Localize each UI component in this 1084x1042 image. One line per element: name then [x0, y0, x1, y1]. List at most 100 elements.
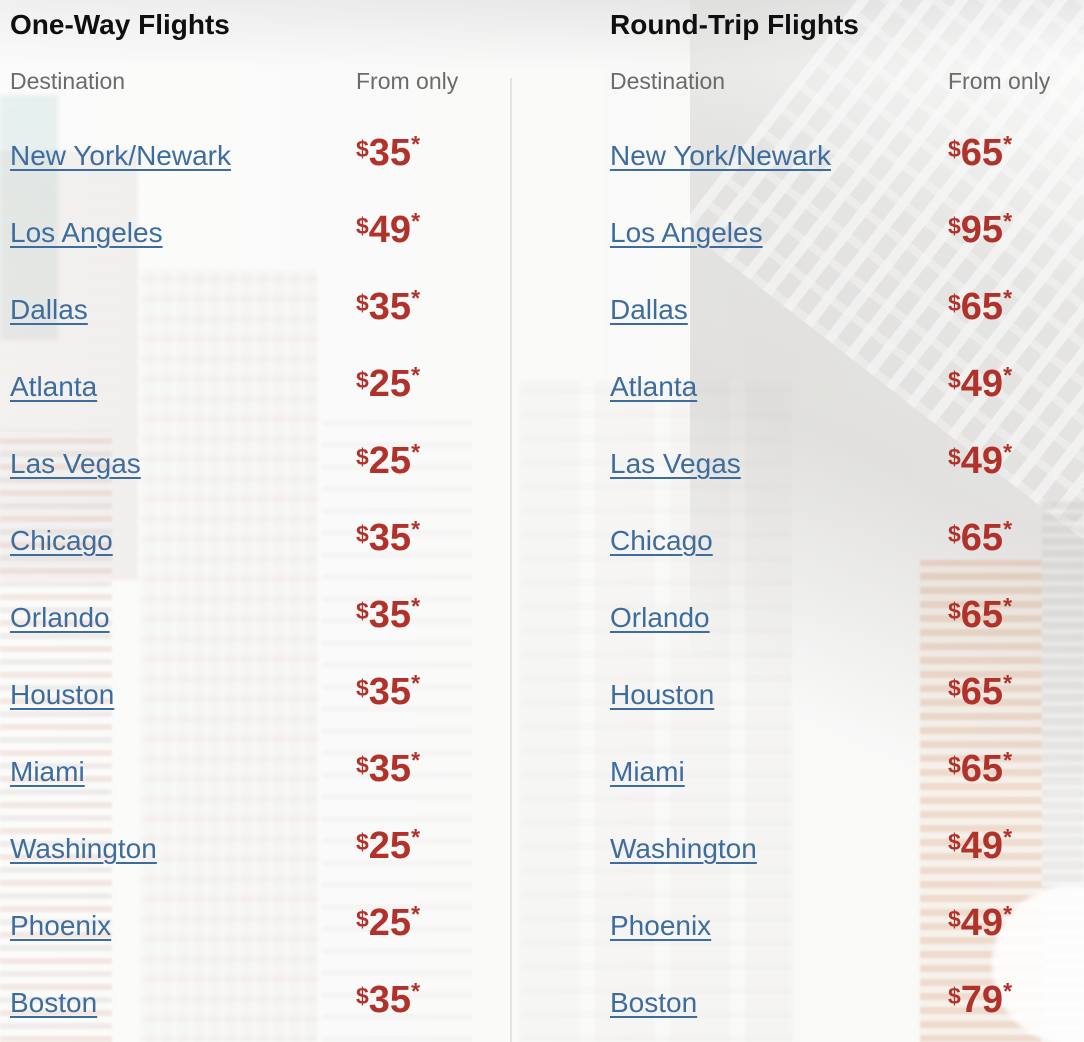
destination-link[interactable]: Las Vegas: [610, 448, 741, 479]
dollar-sign: $: [356, 675, 369, 701]
fare-row: Houston $35*: [10, 660, 466, 737]
price-asterisk: *: [411, 901, 421, 927]
column-divider: [510, 78, 512, 1042]
dollar-sign: $: [948, 136, 961, 162]
destination-cell: Miami: [610, 757, 948, 787]
price-column-header: From only: [948, 68, 1051, 94]
destination-link[interactable]: Orlando: [10, 602, 110, 633]
destination-cell: Atlanta: [10, 372, 356, 402]
fare-rows: New York/Newark $35* Los Angeles $49* Da…: [10, 121, 466, 1042]
fare-row: Chicago $65*: [610, 506, 1072, 583]
price-asterisk: *: [411, 208, 421, 234]
destination-link[interactable]: Phoenix: [10, 910, 112, 941]
price-asterisk: *: [411, 670, 421, 696]
fare-row: Phoenix $49*: [610, 891, 1072, 968]
dollar-sign: $: [948, 752, 961, 778]
destination-link[interactable]: Chicago: [10, 525, 113, 556]
destination-link[interactable]: Chicago: [610, 525, 713, 556]
destination-link[interactable]: Atlanta: [610, 371, 698, 402]
price-amount: 35: [368, 517, 412, 559]
destination-link[interactable]: Orlando: [610, 602, 710, 633]
destination-link[interactable]: Las Vegas: [10, 448, 141, 479]
column-headers: Destination From only: [10, 68, 466, 94]
price-asterisk: *: [1003, 901, 1013, 927]
price-asterisk: *: [1003, 516, 1013, 542]
price-amount: 25: [368, 440, 412, 482]
destination-cell: Phoenix: [610, 911, 948, 941]
destination-link[interactable]: Houston: [10, 679, 115, 710]
dollar-sign: $: [356, 213, 369, 239]
dollar-sign: $: [356, 290, 369, 316]
fare-row: Dallas $35*: [10, 275, 466, 352]
price-asterisk: *: [1003, 978, 1013, 1004]
destination-link[interactable]: Washington: [10, 833, 157, 864]
destination-link[interactable]: Boston: [610, 987, 698, 1018]
destination-link[interactable]: Dallas: [10, 294, 88, 325]
fare-price: $25*: [356, 899, 466, 942]
price-amount: 65: [960, 594, 1004, 636]
fare-price: $35*: [356, 283, 466, 326]
fare-row: Washington $25*: [10, 814, 466, 891]
destination-link[interactable]: Miami: [610, 756, 685, 787]
fare-price: $35*: [356, 591, 466, 634]
dollar-sign: $: [356, 752, 369, 778]
fare-price: $49*: [356, 206, 466, 249]
destination-cell: Boston: [610, 988, 948, 1018]
price-amount: 25: [368, 363, 412, 405]
price-asterisk: *: [1003, 208, 1013, 234]
price-asterisk: *: [1003, 824, 1013, 850]
destination-cell: Dallas: [10, 295, 356, 325]
price-amount: 65: [960, 517, 1004, 559]
column-headers: Destination From only: [610, 68, 1072, 94]
price-amount: 65: [960, 132, 1004, 174]
destination-cell: Los Angeles: [10, 218, 356, 248]
destination-link[interactable]: Washington: [610, 833, 757, 864]
price-asterisk: *: [411, 978, 421, 1004]
destination-link[interactable]: Houston: [610, 679, 715, 710]
destination-link[interactable]: New York/Newark: [610, 140, 831, 171]
fare-row: Atlanta $49*: [610, 352, 1072, 429]
fare-price: $35*: [356, 745, 466, 788]
destination-column-header: Destination: [10, 68, 126, 94]
price-asterisk: *: [411, 362, 421, 388]
dollar-sign: $: [356, 983, 369, 1009]
price-amount: 49: [960, 440, 1004, 482]
destination-link[interactable]: Boston: [10, 987, 98, 1018]
destination-cell: Phoenix: [10, 911, 356, 941]
destination-cell: Miami: [10, 757, 356, 787]
dollar-sign: $: [356, 136, 369, 162]
price-amount: 49: [960, 363, 1004, 405]
dollar-sign: $: [948, 367, 961, 393]
price-amount: 35: [368, 671, 412, 713]
fare-price: $65*: [948, 668, 1072, 711]
destination-cell: Boston: [10, 988, 356, 1018]
dollar-sign: $: [948, 675, 961, 701]
fare-price: $65*: [948, 745, 1072, 788]
price-amount: 95: [960, 209, 1004, 251]
destination-cell: Chicago: [10, 526, 356, 556]
destination-cell: Washington: [10, 834, 356, 864]
price-amount: 35: [368, 132, 412, 174]
destination-link[interactable]: Los Angeles: [610, 217, 763, 248]
dollar-sign: $: [356, 444, 369, 470]
fare-row: Washington $49*: [610, 814, 1072, 891]
destination-cell: Houston: [10, 680, 356, 710]
destination-cell: Los Angeles: [610, 218, 948, 248]
destination-cell: Washington: [610, 834, 948, 864]
destination-link[interactable]: Dallas: [610, 294, 688, 325]
destination-link[interactable]: Miami: [10, 756, 85, 787]
destination-link[interactable]: Phoenix: [610, 910, 712, 941]
destination-link[interactable]: Atlanta: [10, 371, 98, 402]
price-amount: 49: [960, 825, 1004, 867]
destination-cell: Atlanta: [610, 372, 948, 402]
fare-row: Las Vegas $25*: [10, 429, 466, 506]
fare-row: Dallas $65*: [610, 275, 1072, 352]
destination-column-header: Destination: [610, 68, 726, 94]
fare-row: Orlando $65*: [610, 583, 1072, 660]
destination-link[interactable]: Los Angeles: [10, 217, 163, 248]
destination-link[interactable]: New York/Newark: [10, 140, 231, 171]
dollar-sign: $: [948, 213, 961, 239]
fare-price: $35*: [356, 129, 466, 172]
